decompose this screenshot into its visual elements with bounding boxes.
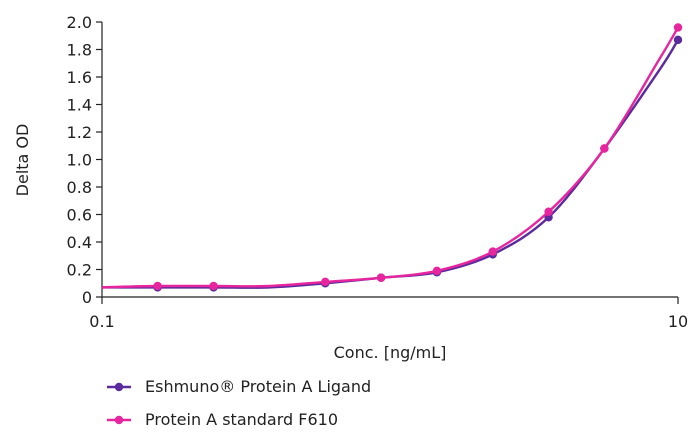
data-point [153, 281, 162, 291]
y-tick-label: 1.4 [67, 96, 92, 115]
y-tick-label: 2.0 [67, 13, 92, 32]
series-line-2 [101, 26, 680, 289]
y-tick-label: 1.2 [67, 123, 92, 142]
y-tick-label: 0.8 [67, 178, 92, 197]
plot-area [101, 23, 683, 292]
y-tick-label: 1.6 [67, 68, 92, 87]
y-tick-label: 0.6 [67, 206, 92, 225]
x-tick-label: 10 [668, 312, 688, 331]
y-axis-label: Delta OD [13, 124, 32, 197]
y-tick-label: 1.8 [67, 41, 92, 60]
x-ticks: 0.1 10 [89, 297, 688, 331]
data-point [432, 266, 442, 276]
y-tick-label: 0 [82, 288, 92, 307]
legend-swatch-marker [114, 382, 124, 392]
data-point [673, 23, 683, 32]
data-point [544, 207, 553, 216]
y-ticks: 0 0.2 0.4 0.6 0.8 1.0 1.2 1.4 1.6 1.8 2.0 [67, 13, 102, 307]
data-point [321, 277, 330, 287]
legend: Eshmuno® Protein A Ligand Protein A stand… [107, 377, 371, 429]
y-tick-label: 0.2 [67, 261, 92, 280]
x-tick-label: 0.1 [89, 312, 114, 331]
legend-label: Eshmuno® Protein A Ligand [145, 377, 371, 396]
data-point [209, 281, 218, 291]
data-point [488, 247, 497, 256]
data-point [376, 273, 386, 282]
y-tick-label: 1.0 [67, 151, 92, 170]
data-point [673, 35, 683, 45]
x-axis-label: Conc. [ng/mL] [334, 343, 447, 362]
axes: 0 0.2 0.4 0.6 0.8 1.0 1.2 1.4 1.6 1.8 2.0 0.1 10 [67, 13, 689, 331]
legend-label: Protein A standard F610 [145, 410, 338, 429]
y-tick-label: 0.4 [67, 233, 92, 252]
legend-swatch-marker [114, 415, 124, 425]
data-point [600, 144, 609, 153]
